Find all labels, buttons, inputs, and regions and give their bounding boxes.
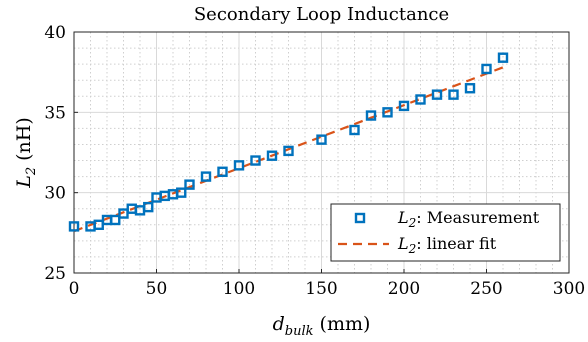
measurement-point [101,214,113,226]
x-axis-label: dbulk (mm) [273,313,371,339]
measurement-point [481,63,492,75]
measurement-point [266,150,278,161]
x-axis-label-unit: (mm) [314,313,371,335]
measurement-point [382,107,393,118]
legend-fit-label: L2: linear fit [397,234,497,256]
measurement-point [398,100,410,112]
measurement-point [184,179,195,190]
legend-fit-main: L [397,234,409,253]
x-axis-label-main: d [273,313,285,335]
legend: L2: Measurement L2: linear fit [330,203,561,262]
legend-measurement-rest: : Measurement [416,208,539,227]
measurement-point [415,94,426,105]
measurement-points [68,52,509,232]
measurement-point [176,187,187,198]
x-tick-label: 0 [69,279,80,299]
y-tick-label: 30 [44,184,66,204]
legend-measurement-sub: 2 [408,216,417,230]
x-tick-label: 250 [470,279,502,299]
measurement-point [448,89,459,100]
measurement-point [118,208,129,219]
y-tick-label: 35 [44,103,66,123]
measurement-point [464,83,476,94]
y-axis-label: L2 (nH) [13,117,39,189]
x-tick-label: 200 [388,279,420,299]
measurement-point [365,110,377,121]
measurement-point [349,124,360,136]
measurement-point [68,221,80,232]
measurement-point [143,201,154,213]
y-axis-label-unit: (nH) [13,117,35,167]
measurement-point [110,214,121,226]
measurement-point [217,166,228,177]
y-axis-label-sub: 2 [24,167,39,176]
y-tick-label: 40 [44,23,66,43]
chart-title: Secondary Loop Inductance [194,4,449,25]
x-tick-label: 50 [146,279,168,299]
x-axis-ticks: 0 50 100 150 200 250 300 [69,269,585,299]
x-tick-label: 150 [305,279,337,299]
measurement-point [316,134,327,145]
legend-fit-rest: : linear fit [416,234,496,253]
measurement-point [134,205,146,216]
legend-measurement-marker [354,212,366,224]
measurement-point [431,89,443,100]
y-axis-ticks: 25 30 35 40 [44,23,78,284]
legend-fit-sub: 2 [408,242,417,256]
measurement-point [250,155,261,166]
legend-measurement-main: L [397,208,409,227]
measurement-point [283,145,294,157]
measurement-point [200,171,212,182]
x-tick-label: 100 [223,279,255,299]
y-tick-label: 25 [44,264,66,284]
measurement-point [85,221,96,232]
x-tick-label: 300 [553,279,585,299]
y-axis-label-main: L [13,175,35,189]
legend-box [330,203,561,262]
legend-measurement-label: L2: Measurement [397,208,540,230]
measurement-point [233,160,245,171]
measurement-point [497,52,509,63]
x-axis-label-sub: bulk [285,324,314,339]
